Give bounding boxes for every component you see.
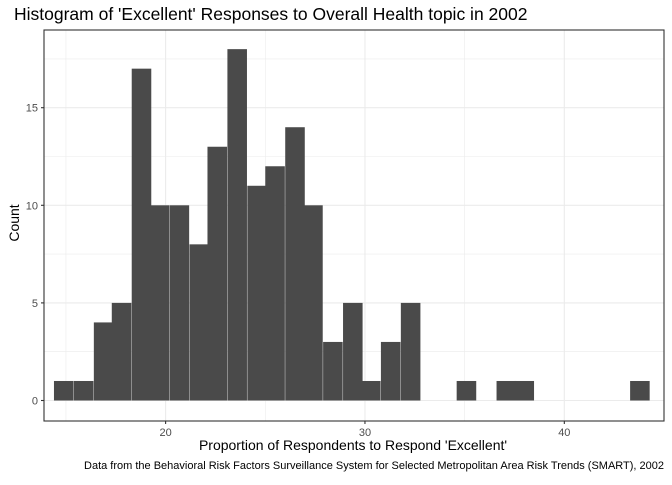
histogram-bar <box>456 380 477 401</box>
y-tick-label: 10 <box>26 200 38 212</box>
histogram-bar <box>400 302 421 401</box>
histogram-bar <box>323 341 343 401</box>
histogram-bar <box>207 146 228 401</box>
histogram-bar <box>189 244 210 401</box>
histogram-bar <box>514 380 535 401</box>
histogram-bar <box>227 49 247 401</box>
histogram-bar <box>169 205 190 401</box>
x-tick-label: 20 <box>159 427 171 439</box>
y-axis-ticks: 0 5 10 15 <box>26 103 44 408</box>
y-axis-label: Count <box>6 204 22 241</box>
x-tick-label: 40 <box>558 427 570 439</box>
histogram-bars <box>53 49 650 401</box>
histogram-bar <box>343 302 363 401</box>
histogram-bar <box>131 68 152 401</box>
chart-title: Histogram of 'Excellent' Responses to Ov… <box>14 4 527 24</box>
histogram-bar <box>247 185 267 401</box>
histogram-bar <box>53 380 74 401</box>
histogram-bar <box>360 380 381 401</box>
x-axis-ticks: 20 30 40 <box>159 421 570 439</box>
panel-border <box>43 29 665 422</box>
histogram-bar <box>149 205 170 401</box>
y-tick-label: 5 <box>32 298 38 310</box>
y-tick-label: 15 <box>26 103 38 115</box>
histogram-bar <box>303 205 323 401</box>
histogram-bar <box>111 302 132 401</box>
histogram-bar <box>265 166 285 401</box>
histogram-bar <box>630 380 650 401</box>
histogram-bar <box>73 380 94 401</box>
chart-caption: Data from the Behavioral Risk Factors Su… <box>84 460 664 472</box>
histogram-bar <box>93 322 114 401</box>
histogram-bar <box>380 341 401 401</box>
x-axis-label: Proportion of Respondents to Respond 'Ex… <box>199 437 507 453</box>
histogram-bar <box>285 127 305 401</box>
y-tick-label: 0 <box>32 396 38 408</box>
x-tick-label: 30 <box>359 427 371 439</box>
histogram-bar <box>496 380 517 401</box>
